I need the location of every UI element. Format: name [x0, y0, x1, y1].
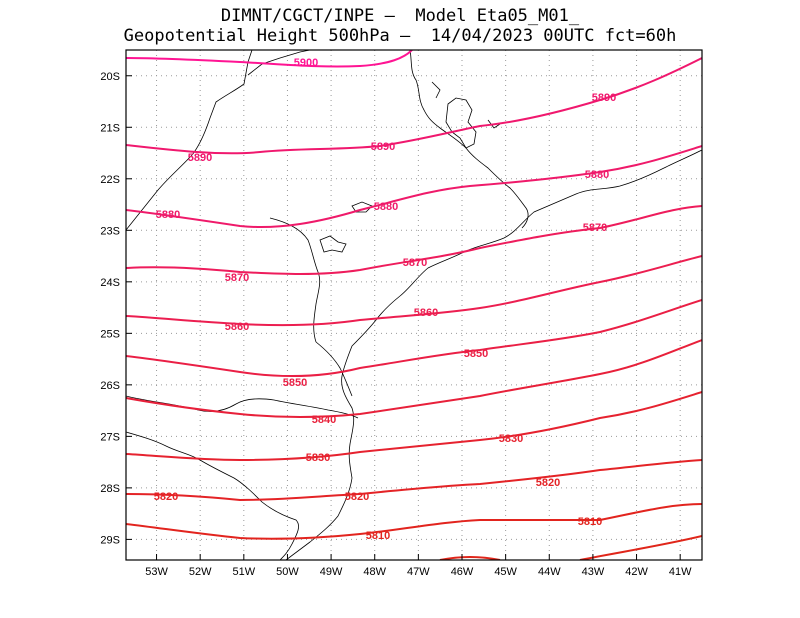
contour-label: 5830 [306, 452, 330, 464]
contour-label: 5890 [371, 141, 395, 153]
contour-5880 [126, 145, 702, 229]
chart-title-line-1: DIMNT/CGCT/INPE – Model Eta05_M01_ [220, 6, 580, 26]
contour-label: 5830 [499, 433, 523, 445]
plot-frame [125, 49, 703, 561]
border-line [247, 50, 311, 76]
contour-label: 5820 [154, 491, 178, 503]
lat-tick-label: 24S [100, 277, 120, 289]
contour-label: 5890 [188, 152, 212, 164]
chart-title-line-2: Geopotential Height 500hPa – 14/04/2023 … [123, 26, 677, 46]
contour-label: 5840 [312, 414, 336, 426]
contour-5830 [126, 391, 702, 462]
contour-5850 [126, 299, 702, 378]
contour-5820 [126, 459, 702, 502]
lon-tick-label: 43W [582, 566, 605, 578]
lat-tick-label: 26S [100, 380, 120, 392]
contour-label: 5870 [225, 272, 249, 284]
lat-tick-label: 23S [100, 225, 120, 237]
contour-labels: 5900 5890 5890 5890 5880 5880 5880 5870 … [154, 57, 616, 542]
contour-5840 [126, 339, 702, 418]
lon-tick-label: 50W [276, 566, 299, 578]
lon-tick-label: 44W [538, 566, 561, 578]
lake-shore [445, 97, 477, 149]
lon-tick-label: 48W [363, 566, 386, 578]
lon-tick-label: 47W [407, 566, 430, 578]
contour-label: 5880 [156, 209, 180, 221]
gridlines [126, 50, 702, 560]
lake-shore [319, 235, 347, 253]
lon-tick-label: 46W [451, 566, 474, 578]
lon-tick-label: 41W [669, 566, 692, 578]
contour-label: 5820 [536, 477, 560, 489]
border-line [126, 50, 253, 231]
border-line [269, 217, 321, 343]
border-line [431, 81, 441, 99]
contour-label: 5850 [283, 377, 307, 389]
lat-tick-label: 29S [100, 534, 120, 546]
contour-label: 5810 [578, 516, 602, 528]
contour-5800 [439, 556, 501, 560]
lat-tick-label: 28S [100, 483, 120, 495]
contour-label: 5880 [374, 201, 398, 213]
lon-tick-label: 52W [189, 566, 212, 578]
contour-label: 5900 [294, 57, 318, 69]
longitude-axis: 53W 52W 51W 50W 49W 48W 47W 46W 45W 44W 43W 42W 41W [145, 554, 692, 578]
coastline-and-borders [126, 50, 702, 560]
lat-tick-label: 25S [100, 328, 120, 340]
latitude-axis: 20S 21S 22S 23S 24S 25S 26S 27S 28S 29S [100, 71, 132, 546]
coastline [285, 149, 702, 560]
border-line [409, 50, 529, 229]
contour-5810 [126, 503, 702, 540]
contour-label: 5810 [366, 530, 390, 542]
contour-label: 5890 [592, 92, 616, 104]
contour-label: 5820 [345, 491, 369, 503]
lat-tick-label: 20S [100, 71, 120, 83]
contour-label: 5870 [583, 222, 607, 234]
contour-5900 [126, 50, 413, 68]
contour-label: 5880 [585, 169, 609, 181]
border-line [487, 119, 501, 129]
border-line [315, 341, 353, 397]
contour-lines [126, 50, 702, 560]
contour-5890-west [126, 57, 702, 155]
lon-tick-label: 49W [320, 566, 343, 578]
lat-tick-label: 27S [100, 431, 120, 443]
contour-label: 5860 [414, 307, 438, 319]
contour-label: 5860 [225, 321, 249, 333]
contour-5870 [126, 205, 702, 275]
lon-tick-label: 42W [625, 566, 648, 578]
contour-label: 5850 [464, 348, 488, 360]
lat-tick-label: 22S [100, 174, 120, 186]
contour-label: 5870 [403, 257, 427, 269]
lon-tick-label: 45W [494, 566, 517, 578]
lon-tick-label: 51W [233, 566, 256, 578]
lon-tick-label: 53W [145, 566, 168, 578]
border-line [126, 431, 299, 560]
contour-5860 [126, 255, 702, 327]
lat-tick-label: 21S [100, 122, 120, 134]
